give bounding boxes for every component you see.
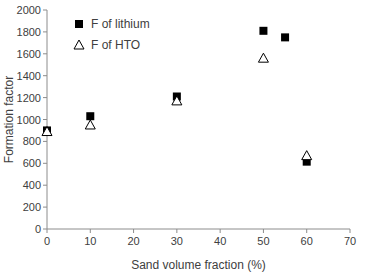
y-tick-label: 200 bbox=[23, 201, 41, 213]
x-tick-label: 50 bbox=[257, 235, 269, 247]
y-axis-label: Formation factor bbox=[2, 76, 16, 163]
y-tick bbox=[43, 53, 47, 54]
point bbox=[281, 33, 289, 41]
y-tick-label: 1400 bbox=[17, 70, 41, 82]
legend-label: F of HTO bbox=[91, 38, 140, 52]
x-tick bbox=[350, 229, 351, 233]
point bbox=[42, 127, 52, 136]
y-tick bbox=[43, 163, 47, 164]
y-tick-label: 800 bbox=[23, 135, 41, 147]
x-tick bbox=[133, 229, 134, 233]
x-tick-label: 20 bbox=[127, 235, 139, 247]
y-tick bbox=[43, 141, 47, 142]
y-tick bbox=[43, 31, 47, 32]
y-tick bbox=[43, 75, 47, 76]
y-tick-label: 1600 bbox=[17, 48, 41, 60]
x-tick bbox=[263, 229, 264, 233]
x-axis bbox=[47, 229, 350, 230]
x-tick-label: 10 bbox=[84, 235, 96, 247]
y-tick bbox=[43, 97, 47, 98]
point bbox=[302, 151, 312, 160]
y-tick bbox=[43, 229, 47, 230]
x-tick bbox=[306, 229, 307, 233]
y-tick-label: 400 bbox=[23, 179, 41, 191]
legend-marker bbox=[74, 40, 84, 49]
x-axis-label: Sand volume fraction (%) bbox=[131, 258, 266, 272]
x-tick bbox=[220, 229, 221, 233]
y-tick bbox=[43, 207, 47, 208]
point bbox=[172, 96, 182, 105]
y-tick-label: 1800 bbox=[17, 26, 41, 38]
y-tick-label: 2000 bbox=[17, 4, 41, 16]
y-tick bbox=[43, 119, 47, 120]
x-tick-label: 40 bbox=[214, 235, 226, 247]
x-tick-label: 30 bbox=[171, 235, 183, 247]
point bbox=[85, 120, 95, 129]
x-tick-label: 60 bbox=[301, 235, 313, 247]
x-tick bbox=[90, 229, 91, 233]
y-tick-label: 600 bbox=[23, 157, 41, 169]
x-tick bbox=[176, 229, 177, 233]
y-tick-label: 1200 bbox=[17, 92, 41, 104]
legend-marker bbox=[75, 20, 83, 28]
x-tick-label: 70 bbox=[344, 235, 356, 247]
point bbox=[259, 27, 267, 35]
y-tick bbox=[43, 10, 47, 11]
x-tick-label: 0 bbox=[44, 235, 50, 247]
plot-area bbox=[42, 27, 312, 166]
chart: 0 200 400 600 800 1000 1200 1400 1600 1800 2000 0 10… bbox=[0, 0, 367, 278]
point bbox=[258, 53, 268, 62]
legend: F of lithium F of HTO bbox=[74, 17, 150, 52]
x-tick bbox=[47, 229, 48, 233]
y-tick-label: 1000 bbox=[17, 114, 41, 126]
y-tick-label: 0 bbox=[35, 223, 41, 235]
y-tick bbox=[43, 185, 47, 186]
legend-label: F of lithium bbox=[91, 17, 150, 31]
